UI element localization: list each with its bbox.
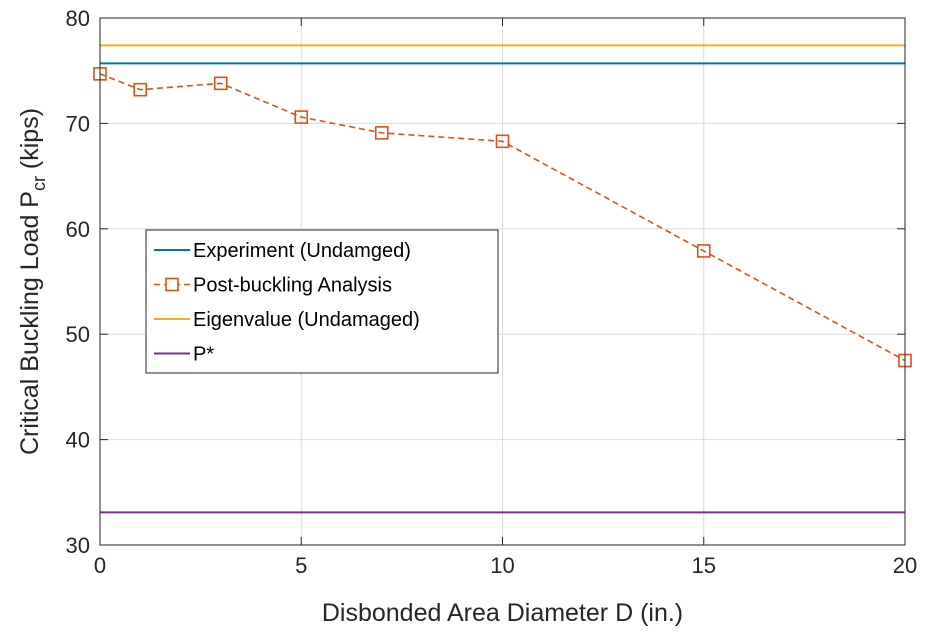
legend-entry: Eigenvalue (Undamaged) bbox=[154, 309, 420, 331]
data-point-marker bbox=[495, 134, 510, 149]
y-tick-label: 40 bbox=[66, 428, 90, 453]
data-point-marker bbox=[374, 126, 389, 140]
y-axis-label-subscript: cr bbox=[29, 176, 49, 191]
y-axis-label-suffix: (kips) bbox=[16, 108, 44, 176]
legend-entry: Post-buckling Analysis bbox=[154, 275, 392, 297]
x-tick-label: 0 bbox=[94, 553, 106, 578]
legend-marker-sample bbox=[165, 277, 179, 292]
data-point-marker bbox=[133, 82, 148, 97]
legend-box bbox=[145, 229, 499, 374]
legend-label: Eigenvalue (Undamaged) bbox=[193, 309, 420, 331]
y-axis-label-main: Critical Buckling Load P bbox=[16, 191, 44, 455]
series-layer bbox=[93, 44, 912, 514]
y-tick-label: 80 bbox=[66, 6, 90, 31]
y-tick-label: 50 bbox=[66, 322, 90, 347]
x-tick-label: 10 bbox=[490, 553, 514, 578]
legend-label: Post-buckling Analysis bbox=[193, 275, 392, 297]
x-axis-label: Disbonded Area Diameter D (in.) bbox=[322, 599, 683, 627]
legend-entry: Experiment (Undamged) bbox=[154, 240, 411, 262]
x-tick-label: 5 bbox=[295, 553, 307, 578]
x-tick-label: 15 bbox=[692, 553, 716, 578]
data-point-marker bbox=[294, 110, 309, 124]
y-tick-label: 60 bbox=[66, 217, 90, 242]
series-line bbox=[99, 73, 906, 362]
tick-labels: 0 5 10 15 20 30 40 50 60 70 80 bbox=[66, 6, 918, 578]
legend-entry: P* bbox=[154, 344, 214, 366]
y-axis-label: Critical Buckling Load Pcr (kips) bbox=[16, 108, 49, 455]
legend-label: P* bbox=[193, 344, 214, 366]
x-tick-label: 20 bbox=[893, 553, 917, 578]
axes bbox=[99, 17, 906, 546]
legend: Experiment (Undamged) Post-buckling Analy… bbox=[145, 229, 499, 374]
y-tick-label: 70 bbox=[66, 111, 90, 136]
legend-label: Experiment (Undamged) bbox=[193, 240, 411, 262]
data-point-marker bbox=[696, 244, 711, 258]
data-point-marker bbox=[213, 76, 228, 91]
y-tick-label: 30 bbox=[66, 533, 90, 558]
